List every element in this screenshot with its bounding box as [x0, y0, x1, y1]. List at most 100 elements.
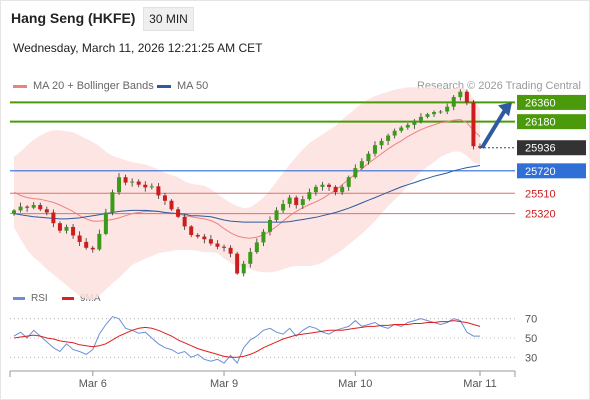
candle — [412, 120, 417, 125]
rsi-ma-line — [13, 320, 481, 358]
candle — [451, 97, 456, 107]
x-tick-label: Mar 9 — [210, 378, 238, 390]
x-tick-label: Mar 6 — [79, 378, 107, 390]
candle — [294, 197, 299, 206]
candle — [182, 216, 187, 227]
candle — [189, 226, 194, 235]
x-tick-label: Mar 10 — [338, 378, 372, 390]
candle — [366, 153, 371, 162]
level-label-25936: 25936 — [525, 143, 556, 155]
candle — [97, 233, 102, 250]
rsi-panel: 70 50 30 — [10, 314, 537, 365]
forecast-arrow — [480, 102, 512, 149]
candle — [235, 253, 240, 274]
candle — [320, 184, 325, 187]
level-label-26360: 26360 — [525, 97, 556, 109]
candle — [103, 212, 108, 234]
candle — [202, 236, 207, 240]
bollinger-band-fill — [14, 87, 480, 301]
forecast-arrow-head — [498, 102, 512, 117]
level-labels: 26360 26180 25936 25720 25510 25320 — [517, 94, 586, 221]
candle — [445, 106, 450, 112]
candle — [143, 184, 148, 188]
candle — [327, 184, 332, 187]
rsi-swatch — [13, 296, 25, 300]
candle — [458, 91, 463, 98]
candle — [12, 210, 16, 214]
candle — [64, 226, 69, 231]
candle — [399, 127, 404, 131]
level-label-25720: 25720 — [525, 166, 556, 178]
candle — [307, 192, 312, 200]
rsi-line — [13, 316, 480, 365]
ma20-line — [13, 118, 481, 239]
candle — [176, 209, 181, 217]
candle — [425, 114, 430, 117]
candle — [248, 252, 253, 264]
candle — [156, 186, 161, 196]
level-label-25510: 25510 — [525, 188, 556, 200]
candle — [405, 124, 410, 128]
candle — [110, 192, 115, 213]
candle — [130, 181, 135, 183]
candle — [241, 263, 246, 274]
candle — [77, 235, 82, 242]
candle — [432, 112, 437, 115]
candle — [261, 231, 266, 243]
level-box-25936 — [517, 140, 586, 156]
candle — [136, 181, 141, 185]
rsi-ma-swatch — [62, 296, 74, 300]
candle — [44, 209, 49, 213]
candle — [287, 197, 292, 204]
candle — [418, 116, 423, 121]
rsi-tick-50: 50 — [525, 333, 537, 345]
candle — [84, 241, 89, 248]
candle — [228, 247, 233, 254]
candle — [149, 186, 154, 188]
candle — [254, 242, 259, 253]
forecast-arrow-shaft — [480, 107, 508, 149]
candle — [379, 140, 384, 146]
level-box-26180 — [517, 114, 586, 130]
candle — [31, 205, 36, 208]
legend-rsi-label: RSI — [31, 293, 48, 304]
candle — [51, 212, 56, 224]
candle — [471, 102, 476, 147]
ma50-line — [13, 165, 481, 223]
legend-item-ma50: MA 50 — [157, 80, 208, 92]
candle — [195, 234, 200, 237]
legend-item-ma20: MA 20 + Bollinger Bands — [13, 80, 154, 92]
legend-ma20-label: MA 20 + Bollinger Bands — [33, 80, 154, 92]
candle — [438, 111, 443, 113]
timestamp: Wednesday, March 11, 2026 12:21:25 AM CE… — [13, 41, 263, 55]
x-tick-label: Mar 11 — [463, 378, 496, 390]
price-levels — [10, 101, 515, 215]
level-box-25720 — [517, 163, 586, 179]
candle — [71, 226, 76, 236]
candle — [333, 186, 338, 193]
legend-item-rsi: RSI — [13, 293, 48, 304]
candle — [267, 220, 272, 232]
candle — [215, 243, 220, 247]
candle — [169, 200, 174, 210]
candle — [392, 130, 397, 136]
legend-ma50-label: MA 50 — [177, 80, 209, 92]
rsi-tick-70: 70 — [525, 314, 537, 326]
bollinger-band — [14, 87, 480, 301]
candle — [372, 145, 377, 154]
timeframe-button[interactable]: 30 MIN — [143, 7, 194, 31]
candle — [353, 168, 358, 178]
candle — [208, 239, 213, 244]
candle — [281, 203, 286, 211]
candle — [38, 205, 43, 210]
candle — [478, 146, 482, 148]
candle — [359, 161, 364, 169]
candle — [340, 186, 345, 193]
candle — [274, 210, 279, 220]
candle — [464, 91, 469, 103]
candle — [57, 223, 62, 231]
rsi-tick-30: 30 — [525, 352, 537, 364]
candle — [117, 177, 122, 193]
ma20-swatch — [13, 84, 27, 88]
level-box-26360 — [517, 94, 586, 110]
